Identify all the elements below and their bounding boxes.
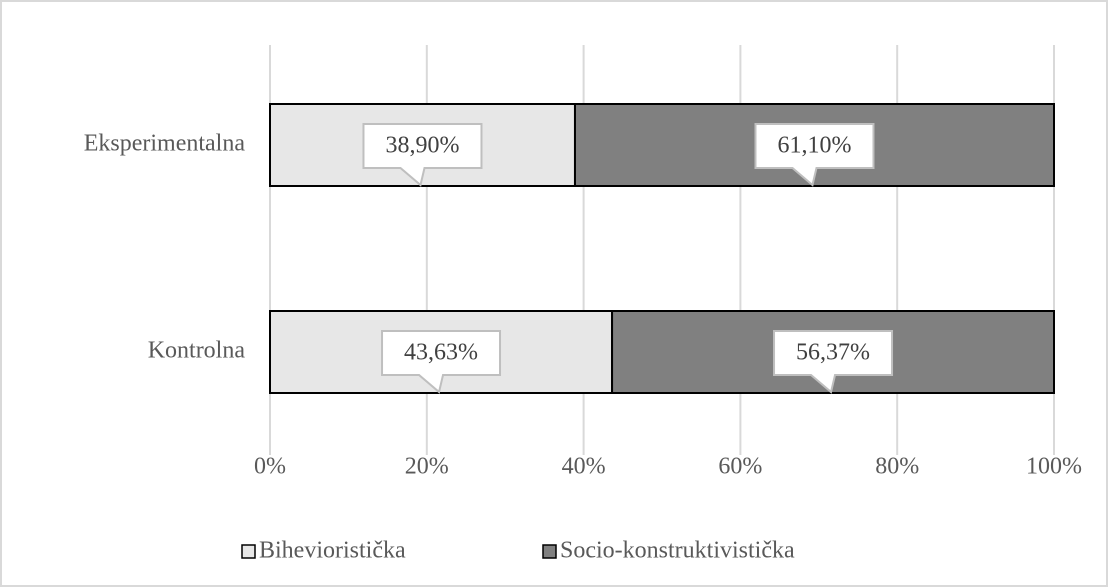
label-callout	[362, 123, 483, 187]
y-tick-label: Kontrolna	[148, 338, 246, 364]
legend-label: Bihevioristička	[259, 538, 406, 564]
legend-label: Socio-konstruktivistička	[560, 538, 795, 564]
x-tick-label: 80%	[875, 454, 919, 480]
value-label: 38,90%	[385, 133, 459, 159]
legend-swatch	[542, 544, 557, 559]
label-callout	[754, 123, 875, 187]
value-label: 61,10%	[777, 133, 851, 159]
x-tick-label: 100%	[1026, 454, 1082, 480]
x-tick-label: 0%	[254, 454, 286, 480]
x-tick-label: 60%	[718, 454, 762, 480]
x-tick-label: 40%	[562, 454, 606, 480]
label-callout	[381, 330, 502, 394]
value-label: 56,37%	[796, 340, 870, 366]
x-tick-label: 20%	[405, 454, 449, 480]
legend-swatch	[241, 544, 256, 559]
label-callout	[773, 330, 894, 394]
value-label: 43,63%	[404, 340, 478, 366]
y-tick-label: Eksperimentalna	[84, 131, 246, 157]
